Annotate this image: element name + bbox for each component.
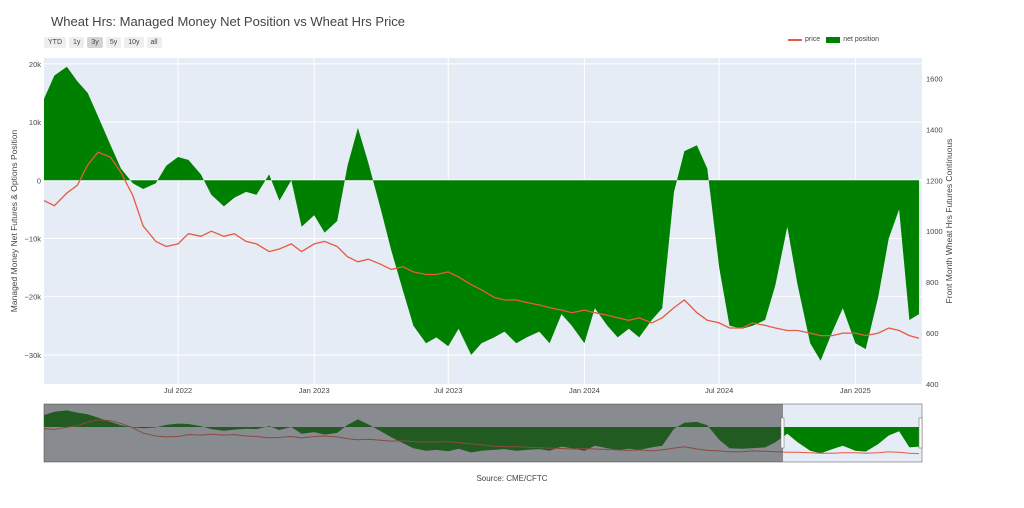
y-tick-label: 10k bbox=[29, 118, 41, 127]
net-position-area-layer bbox=[44, 66, 920, 361]
legend-label-net-position: net position bbox=[843, 36, 879, 43]
y-tick-label: −20k bbox=[25, 293, 42, 302]
x-tick-label: Jul 2022 bbox=[164, 386, 192, 395]
range-button-1y[interactable]: 1y bbox=[69, 37, 85, 48]
y2-tick-label: 600 bbox=[926, 329, 939, 338]
y-tick-label: 20k bbox=[29, 60, 41, 69]
y2-tick-label: 1400 bbox=[926, 125, 943, 134]
range-slider[interactable] bbox=[43, 403, 923, 463]
x-tick-label: Jul 2023 bbox=[434, 386, 462, 395]
source-note: Source: CME/CFTC bbox=[476, 474, 548, 483]
y-tick-label: −30k bbox=[25, 351, 42, 360]
y2-tick-label: 1600 bbox=[926, 74, 943, 83]
x-tick-label: Jan 2023 bbox=[299, 386, 330, 395]
range-slider-right-handle[interactable] bbox=[918, 417, 923, 449]
range-button-3y[interactable]: 3y bbox=[87, 37, 103, 48]
legend-swatch-price bbox=[788, 38, 802, 41]
net-position-area[interactable] bbox=[44, 66, 920, 361]
y2-tick-label: 400 bbox=[926, 380, 939, 389]
range-button-ytd[interactable]: YTD bbox=[44, 37, 66, 48]
y2-tick-label: 1000 bbox=[926, 227, 943, 236]
chart-title: Wheat Hrs: Managed Money Net Position vs… bbox=[51, 14, 406, 29]
y2-axis-title: Front Month Wheat Hrs Futures Continuous bbox=[944, 139, 954, 304]
legend-swatch-net-position bbox=[826, 36, 841, 43]
legend: price net position bbox=[788, 36, 879, 43]
x-tick-label: Jul 2024 bbox=[705, 386, 733, 395]
y2-tick-label: 1200 bbox=[926, 176, 943, 185]
range-button-5y[interactable]: 5y bbox=[105, 37, 122, 48]
x-tick-label: Jan 2025 bbox=[840, 386, 871, 395]
range-slider-left-handle[interactable] bbox=[780, 417, 785, 449]
y-axis-title: Managed Money Net Futures & Options Posi… bbox=[9, 130, 19, 313]
legend-label-price: price bbox=[805, 36, 821, 43]
range-button-all[interactable]: all bbox=[146, 37, 162, 48]
y2-tick-label: 800 bbox=[926, 278, 939, 287]
chart[interactable]: 20k 10k 0 −10k −20k −30k Jul 2022 Jan 2023 Jul 2… bbox=[0, 0, 1024, 470]
price-line[interactable] bbox=[43, 151, 920, 339]
legend-item-net-position[interactable]: net position bbox=[826, 36, 879, 43]
y-tick-label: 0 bbox=[37, 176, 41, 185]
x-tick-label: Jan 2024 bbox=[569, 386, 600, 395]
range-button-10y[interactable]: 10y bbox=[124, 37, 144, 48]
legend-item-price[interactable]: price bbox=[788, 36, 820, 43]
price-line-layer bbox=[43, 151, 920, 339]
y-tick-label: −10k bbox=[25, 234, 42, 243]
axis-labels: 20k 10k 0 −10k −20k −30k Jul 2022 Jan 2023 Jul 2… bbox=[25, 60, 943, 395]
range-selector: YTD 1y 3y 5y 10y all bbox=[44, 37, 162, 48]
range-slider-mask bbox=[44, 404, 783, 462]
